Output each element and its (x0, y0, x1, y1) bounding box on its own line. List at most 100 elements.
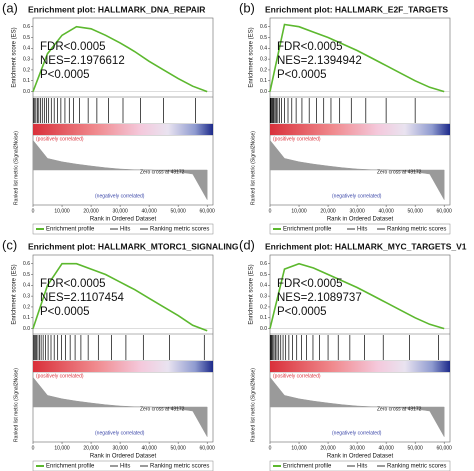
legend-label: Enrichment profile (46, 464, 95, 470)
y-tick-label: 0.1 (23, 78, 30, 84)
rank-colorbar (33, 361, 213, 372)
x-tick-label: 30,000 (112, 445, 128, 451)
y-tick-label: 0.3 (23, 293, 30, 299)
panel-label: (a) (2, 0, 18, 15)
y-tick-label: 0.1 (260, 78, 267, 84)
y-tick-label: 0.2 (23, 304, 30, 310)
x-tick-label: 20,000 (83, 208, 99, 214)
legend-label: Hits (357, 464, 367, 470)
y-tick-label: 0.5 (260, 272, 267, 278)
x-axis-label: Rank in Ordered Dataset (327, 454, 394, 460)
x-tick-label: 50,000 (408, 208, 424, 214)
stat-text: NES=2.1394942 (277, 55, 362, 67)
y-tick-label: 0.3 (260, 56, 267, 62)
legend-label: Enrichment profile (283, 464, 332, 470)
stat-text: P<0.0005 (40, 306, 90, 318)
y-tick-label: 0.6 (260, 261, 267, 267)
y-tick-label: 0.4 (260, 283, 267, 289)
x-tick-label: 40,000 (141, 208, 157, 214)
pos-label: (positively correlated) (273, 373, 321, 379)
panel-label: (c) (2, 237, 17, 252)
y-tick-label: 0.3 (23, 56, 30, 62)
x-tick-label: 40,000 (141, 445, 157, 451)
ranking-area (32, 139, 208, 201)
y-tick-label: 0.1 (260, 315, 267, 321)
es-curve (269, 262, 445, 330)
y2-axis-label: Ranked list metric (Signal2Noise) (13, 368, 19, 442)
stat-text: NES=2.1107454 (40, 292, 124, 304)
y-tick-label: 0.4 (23, 46, 30, 52)
zero-cross: Zero cross at 43172 (377, 406, 422, 412)
ranking-area (269, 139, 445, 201)
y-tick-label: 0.6 (23, 24, 30, 30)
y-axis-label: Enrichment score (ES) (12, 264, 18, 324)
legend-label: Ranking metric scores (150, 227, 209, 233)
zero-cross: Zero cross at 43172 (140, 406, 185, 412)
x-tick-label: 50,000 (171, 208, 187, 214)
legend-box (32, 223, 214, 235)
y-tick-label: 0.6 (23, 261, 30, 267)
x-tick-label: 0 (32, 208, 35, 214)
x-tick-label: 10,000 (54, 208, 70, 214)
stat-text: FDR<0.0005 (277, 41, 343, 53)
zero-cross: Zero cross at 43172 (140, 169, 185, 175)
y2-axis-label: Ranked list metric (Signal2Noise) (250, 368, 256, 442)
y-tick-label: 0.0 (260, 89, 267, 95)
y-tick-label: 0.0 (260, 326, 267, 332)
x-tick-label: 10,000 (291, 208, 307, 214)
x-tick-label: 10,000 (291, 445, 307, 451)
zero-cross: Zero cross at 43172 (377, 169, 422, 175)
neg-label: (negatively correlated) (332, 193, 382, 199)
y-tick-label: 0.5 (260, 35, 267, 41)
x-tick-label: 30,000 (349, 445, 365, 451)
neg-label: (negatively correlated) (95, 193, 145, 199)
x-tick-label: 60,000 (437, 208, 453, 214)
y-tick-label: 0.4 (23, 283, 30, 289)
x-axis-label: Rank in Ordered Dataset (90, 454, 157, 460)
x-tick-label: 0 (269, 208, 272, 214)
y2-axis-label: Ranked list metric (Signal2Noise) (13, 131, 19, 205)
y-tick-label: 0.0 (23, 89, 30, 95)
x-axis-label: Rank in Ordered Dataset (327, 217, 394, 223)
legend-box (269, 460, 451, 471)
stat-text: P<0.0005 (277, 69, 327, 81)
x-tick-label: 0 (32, 445, 35, 451)
rank-colorbar (270, 124, 450, 135)
x-tick-label: 20,000 (320, 445, 336, 451)
stat-text: P<0.0005 (277, 306, 327, 318)
stat-text: FDR<0.0005 (277, 278, 343, 290)
ranking-area (269, 376, 445, 438)
y-tick-label: 0.5 (23, 272, 30, 278)
y-tick-label: 0.2 (260, 67, 267, 73)
panel-label: (b) (239, 0, 255, 15)
legend-label: Ranking metric scores (150, 464, 209, 470)
y-tick-label: 0.4 (260, 46, 267, 52)
pos-label: (positively correlated) (36, 136, 84, 142)
x-axis-label: Rank in Ordered Dataset (90, 217, 157, 223)
x-tick-label: 40,000 (378, 445, 394, 451)
y-tick-label: 0.1 (23, 315, 30, 321)
x-tick-label: 40,000 (378, 208, 394, 214)
x-tick-label: 60,000 (200, 208, 216, 214)
es-curve (32, 262, 208, 332)
x-tick-label: 20,000 (320, 208, 336, 214)
chart-title: Enrichment plot: HALLMARK_MYC_TARGETS_V1 (265, 241, 467, 251)
es-curve (32, 25, 208, 93)
pos-label: (positively correlated) (36, 373, 84, 379)
x-tick-label: 60,000 (200, 445, 216, 451)
legend-label: Enrichment profile (46, 227, 95, 233)
stat-text: FDR<0.0005 (40, 278, 106, 290)
x-tick-label: 60,000 (437, 445, 453, 451)
pos-label: (positively correlated) (273, 136, 321, 142)
legend-label: Enrichment profile (283, 227, 332, 233)
x-tick-label: 30,000 (349, 208, 365, 214)
y-tick-label: 0.2 (23, 67, 30, 73)
legend-label: Hits (357, 227, 367, 233)
x-tick-label: 50,000 (408, 445, 424, 451)
legend-box (269, 223, 451, 235)
es-curve (269, 23, 445, 93)
rank-colorbar (270, 361, 450, 372)
y-axis-label: Enrichment score (ES) (249, 27, 255, 87)
neg-label: (negatively correlated) (95, 430, 145, 436)
